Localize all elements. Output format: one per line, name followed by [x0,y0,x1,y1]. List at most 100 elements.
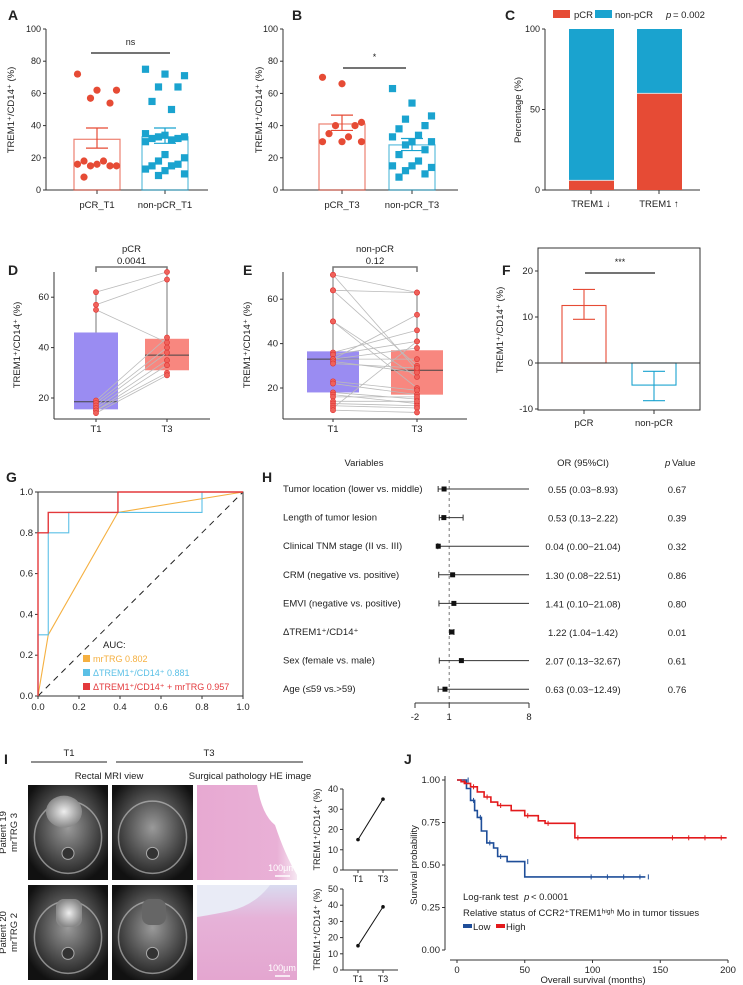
data-point [73,160,82,168]
data-point [414,131,423,139]
grade-label: mrTRG 3 [9,813,20,852]
x-tick-label: 1 [447,712,452,723]
panel-A-y-tick-label: 20 [31,153,41,163]
or-value: 0.04 (0.00−21.04) [545,542,620,553]
data-point [154,133,163,141]
timepoint-label-t1: T1 [63,748,74,759]
data-point [388,84,397,93]
data-point [164,362,170,369]
mini-y-tick-label: 50 [328,884,338,894]
data-point [164,344,170,351]
or-value: 0.63 (0.03−12.49) [545,685,620,696]
data-point [148,134,156,143]
bar-pcr [637,93,682,190]
data-point [395,150,403,159]
panel-title: non-pCR [356,244,394,255]
panel-A-y-tick-label: 100 [26,24,41,34]
paired-line [332,347,418,360]
variable-label: ΔTREM1⁺/CD14⁺ [283,627,359,638]
p-value-label: < 0.0001 [531,892,568,903]
data-point [318,73,327,81]
x-tick-label: -2 [411,712,419,723]
paired-line [95,279,168,306]
p-value-label: = 0.002 [673,10,705,21]
y-axis-title: Survival probability [409,825,420,905]
significance-label: * [373,52,377,62]
odds-ratio-point [451,600,457,606]
paired-line [332,392,418,400]
data-point [180,72,189,80]
data-point [99,157,108,165]
mini-y-tick-label: 40 [328,900,338,910]
data-point [408,138,416,146]
mini-y-tick-label: 20 [328,825,338,835]
mini-point [381,797,385,801]
y-tick-label: 60 [38,292,49,303]
data-point [93,301,99,308]
p-value-label: 0.12 [366,256,385,267]
panel-label-C: C [505,7,515,23]
legend-label-low: Low [473,922,491,933]
y-tick-label: 1.00 [422,775,441,786]
he-background [197,885,270,917]
paired-line [95,372,168,411]
data-point [174,83,182,91]
x-tick-label: TREM1 ↑ [639,199,679,210]
data-point [154,157,163,165]
data-point [427,163,436,172]
data-point [174,160,182,168]
paired-line [332,341,418,409]
y-axis-title: TREM1⁺/CD14⁺ (%) [12,302,23,389]
panel-label-H: H [262,469,272,485]
mini-x-tick-label: T1 [353,974,364,984]
data-point [330,287,336,294]
data-point [414,409,420,416]
mini-y-tick-label: 30 [328,804,338,814]
paired-line [95,352,168,406]
y-tick-label: 40 [267,339,278,350]
roc-curve [37,491,243,696]
or-value: 1.30 (0.08−22.51) [545,571,620,582]
panel-label-D: D [8,262,18,278]
data-point [180,133,189,141]
legend-label-high: High [506,922,526,933]
paired-line [332,340,418,356]
paired-line [95,271,168,293]
x-tick-label: T1 [90,424,101,435]
data-point [401,167,410,175]
p-symbol: p [665,10,671,21]
reference-diagonal [37,491,244,697]
legend-title: Relative status of CCR2⁺TREM1ʰⁱᵍʰ Mo in … [463,908,699,919]
data-point [388,133,397,141]
x-tick-label: T1 [327,424,338,435]
data-point [408,162,416,170]
data-point [401,141,410,149]
y-axis-title: TREM1⁺/CD14⁺ (%) [6,67,17,154]
data-point [421,146,429,154]
paired-line [95,347,168,404]
header-or: OR (95%CI) [557,458,609,469]
panel-B-y-tick-label: 0 [273,185,278,195]
grade-label: mrTRG 2 [9,913,20,952]
data-point [161,131,169,139]
data-point [395,125,403,133]
panel-C-y-tick-label: 0 [535,185,540,195]
panel-A-y-tick-label: 0 [36,185,41,195]
y-tick-label: 0.25 [422,903,441,914]
y-tick-label: 10 [522,312,533,323]
mini-y-axis-title: TREM1⁺/CD14⁺ (%) [312,788,322,870]
p-symbol: p [523,892,529,903]
x-tick-label: pCR_T1 [79,200,114,211]
legend-swatch-pcr [553,10,570,18]
data-point [167,136,176,144]
paired-line [332,405,418,409]
panel-B-y-tick-label: 100 [263,24,278,34]
y-tick-label: 0.6 [20,569,33,580]
data-point [161,70,169,78]
data-point [325,130,333,138]
variable-label: EMVI (negative vs. positive) [283,598,401,609]
odds-ratio-point [458,658,464,664]
legend-swatch-high [496,924,505,928]
